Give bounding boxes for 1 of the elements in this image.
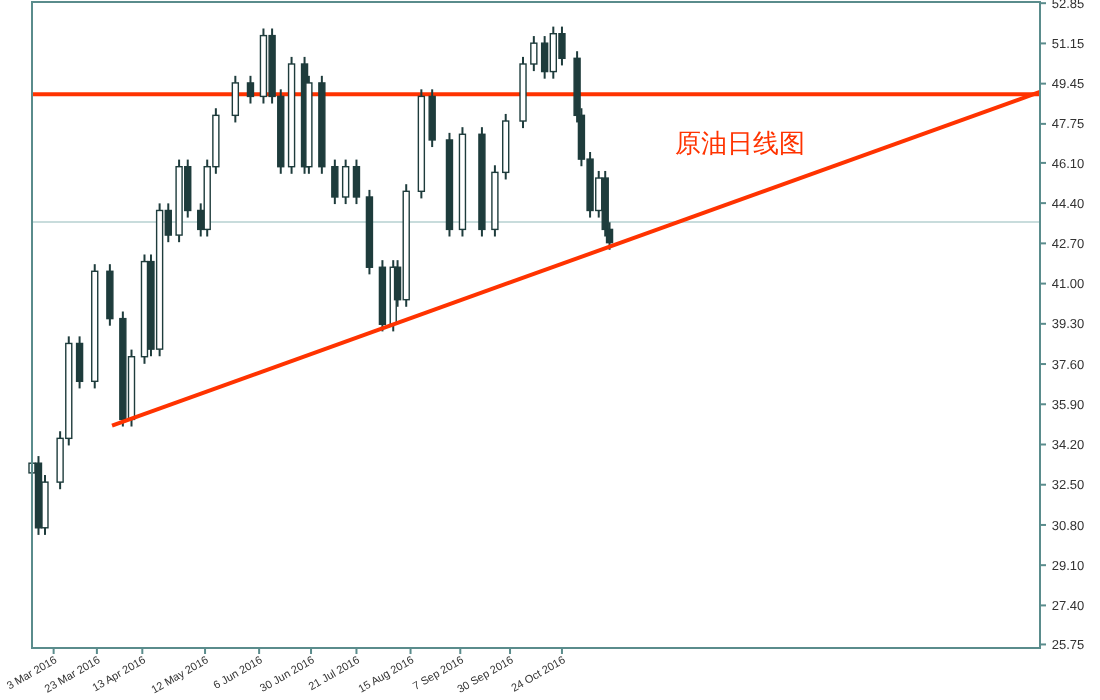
annotation: 原油日线图 (675, 130, 805, 160)
